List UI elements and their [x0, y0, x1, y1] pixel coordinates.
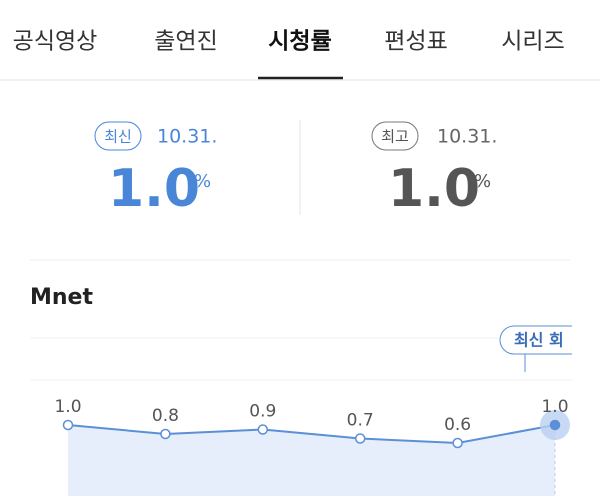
point	[452, 437, 463, 449]
rating-value: 1.0	[108, 159, 200, 219]
chart-title: Mnet	[30, 285, 93, 310]
tab[interactable]: 시청률	[268, 29, 331, 55]
value-label: 0.7	[347, 411, 374, 431]
date: 10.31.	[157, 126, 217, 148]
value-label: 1.0	[54, 397, 81, 417]
badge	[371, 121, 419, 151]
badge	[94, 121, 142, 151]
point	[257, 424, 269, 435]
point	[62, 419, 74, 431]
value-label: 0.9	[249, 402, 276, 422]
tab[interactable]: 공식영상	[13, 29, 98, 55]
badge-text: 최신	[104, 128, 132, 146]
tab[interactable]: 편성표	[384, 29, 447, 55]
tab[interactable]: 출연진	[154, 29, 217, 55]
tab-bar: 공식영상 출연진 시청률 편성표 시리즈	[13, 29, 565, 55]
point	[354, 433, 366, 444]
tab[interactable]: 시리즈	[501, 29, 564, 55]
value-label: 0.6	[444, 415, 471, 435]
badge-text: 최고	[381, 128, 409, 146]
rating-unit: %	[194, 171, 211, 192]
plot: 최신 회 1.0 0.8 0.9 0.7 0.6 1.0	[54, 325, 572, 496]
value-label: 1.0	[541, 397, 568, 417]
date: 10.31.	[437, 126, 497, 148]
rating-unit: %	[474, 171, 491, 192]
annotation-badge	[499, 325, 572, 355]
annotation-text: 최신 회	[514, 331, 564, 350]
line	[67, 424, 556, 445]
value-label: 0.8	[152, 406, 179, 426]
point	[160, 428, 171, 440]
rating-value: 1.0	[388, 159, 480, 219]
point	[549, 419, 561, 431]
area	[68, 425, 555, 496]
